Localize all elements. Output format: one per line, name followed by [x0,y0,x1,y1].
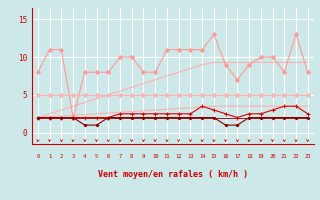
X-axis label: Vent moyen/en rafales ( km/h ): Vent moyen/en rafales ( km/h ) [98,170,248,179]
